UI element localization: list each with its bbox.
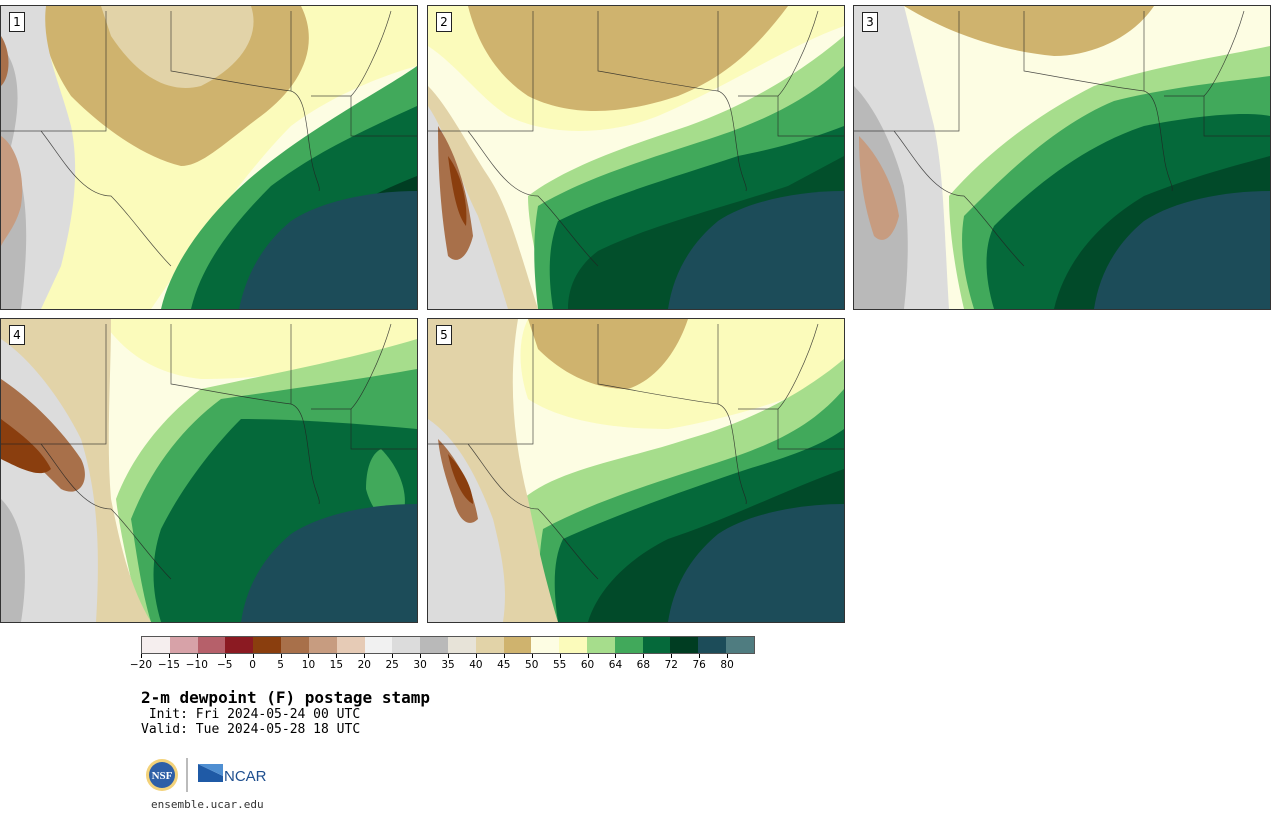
colorbar-tick-label: 0: [249, 659, 256, 671]
colorbar-tick-label: 80: [720, 659, 734, 671]
panel-number-2: 2: [436, 12, 452, 32]
colorbar-swatch-14: [531, 637, 560, 653]
map-5: [428, 319, 844, 622]
colorbar-tick-label: 68: [636, 659, 651, 671]
colorbar-tick-label: 5: [277, 659, 284, 671]
colorbar-tick-label: 76: [692, 659, 706, 671]
colorbar-tick-label: 25: [385, 659, 399, 671]
logos-graphic: NSF NCAR: [146, 758, 267, 792]
colorbar-tick-mark: [308, 654, 310, 658]
colorbar-swatch-17: [614, 637, 643, 653]
colorbar-tick-label: 55: [552, 659, 567, 671]
colorbar-tick-label: −15: [157, 659, 180, 671]
colorbar-tick-label: −20: [129, 659, 153, 671]
colorbar-swatch-11: [447, 637, 476, 653]
colorbar-tick-mark: [559, 654, 561, 658]
colorbar-tick-mark: [252, 654, 254, 658]
colorbar-tick-label: 35: [441, 659, 455, 671]
colorbar-tick-mark: [196, 654, 198, 658]
colorbar-swatch-7: [336, 637, 365, 653]
nsf-logo-text: NSF: [152, 770, 173, 782]
colorbar-swatch-18: [642, 637, 671, 653]
colorbar-swatch-15: [559, 637, 587, 653]
colorbar-swatch-10: [420, 637, 448, 653]
colorbar-swatch-6: [308, 637, 337, 653]
colorbar-tick-mark: [503, 654, 505, 658]
colorbar-tick-mark: [587, 654, 589, 658]
init-time: Init: Fri 2024-05-24 00 UTC: [141, 707, 361, 722]
colorbar-tick-label: 60: [580, 659, 595, 671]
ncar-logo-text: NCAR: [224, 768, 267, 785]
colorbar-tick-mark: [168, 654, 170, 658]
colorbar-tick-mark: [727, 654, 729, 658]
colorbar-tick-mark: [364, 654, 366, 658]
colorbar-tick-label: 72: [664, 659, 678, 671]
colorbar-tick-mark: [475, 654, 477, 658]
colorbar-swatch-4: [253, 637, 282, 653]
colorbar: [141, 636, 755, 654]
stamp-panel-5: 5: [427, 318, 845, 623]
colorbar-tick-mark: [224, 654, 226, 658]
map-2: [428, 6, 844, 309]
map-4: [1, 319, 417, 622]
colorbar-swatch-0: [142, 637, 170, 653]
panel-number-1: 1: [9, 12, 25, 32]
colorbar-tick-label: −5: [216, 659, 233, 671]
colorbar-tick-mark: [392, 654, 394, 658]
colorbar-ticks: −20 −15 −10 −5 0 5 10 15 20 25 30 35 40 45 50 55 60 64 68 7…: [130, 654, 755, 674]
colorbar-tick-label: 10: [301, 659, 316, 671]
colorbar-tick-mark: [643, 654, 645, 658]
colorbar-swatch-2: [197, 637, 226, 653]
site-url: ensemble.ucar.edu: [151, 798, 264, 811]
colorbar-tick-mark: [615, 654, 617, 658]
colorbar-tick-mark: [420, 654, 422, 658]
colorbar-swatch-3: [225, 637, 254, 653]
colorbar-swatch-8: [364, 637, 393, 653]
stamp-panel-1: 1: [0, 5, 418, 310]
stamp-panel-4: 4: [0, 318, 418, 623]
colorbar-swatch-5: [281, 637, 309, 653]
colorbar-tick-mark: [448, 654, 449, 658]
colorbar-swatch-16: [587, 637, 615, 653]
colorbar-swatch-13: [503, 637, 532, 653]
colorbar-swatch-21: [726, 637, 754, 653]
colorbar-tick-label: 20: [357, 659, 371, 671]
plot-title: 2-m dewpoint (F) postage stamp: [141, 688, 430, 707]
nsf-logo: NSF: [146, 759, 178, 791]
map-3: [854, 6, 1270, 309]
colorbar-tick-mark: [336, 654, 338, 658]
colorbar-tick-label: 50: [525, 659, 539, 671]
colorbar-tick-label: 45: [497, 659, 511, 671]
colorbar-tick-mark: [531, 654, 533, 658]
colorbar-tick-mark: [699, 654, 701, 658]
panel-number-4: 4: [9, 325, 25, 345]
ncar-logo: NCAR: [198, 764, 267, 785]
colorbar-swatch-19: [670, 637, 699, 653]
colorbar-swatch-12: [475, 637, 504, 653]
colorbar-tick-label: −10: [185, 659, 208, 671]
colorbar-tick-label: 15: [329, 659, 344, 671]
colorbar-tick-mark: [671, 654, 673, 658]
colorbar-tick-label: 40: [469, 659, 483, 671]
colorbar-swatch-20: [698, 637, 727, 653]
stamp-panel-2: 2: [427, 5, 845, 310]
colorbar-tick-label: 30: [413, 659, 427, 671]
valid-time: Valid: Tue 2024-05-28 18 UTC: [141, 722, 361, 737]
panel-number-5: 5: [436, 325, 452, 345]
colorbar-swatch-1: [169, 637, 198, 653]
stamp-panel-3: 3: [853, 5, 1271, 310]
colorbar-tick-mark: [280, 654, 282, 658]
colorbar-tick-mark: [141, 654, 142, 658]
colorbar-tick-label: 64: [608, 659, 623, 671]
map-1: [1, 6, 417, 309]
colorbar-swatch-9: [392, 637, 421, 653]
logos: NSF NCAR: [143, 756, 283, 794]
panel-number-3: 3: [862, 12, 878, 32]
